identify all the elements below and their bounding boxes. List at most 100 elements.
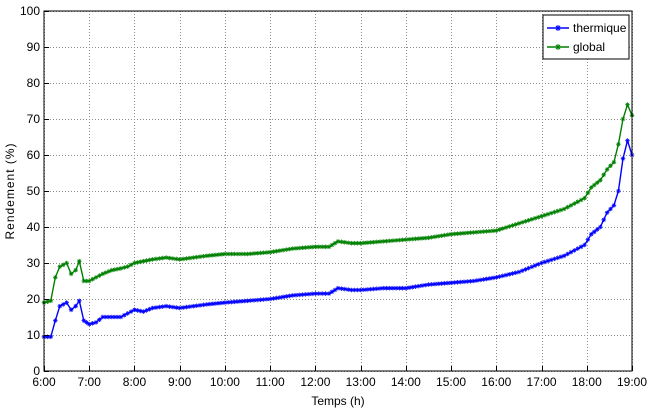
data-point xyxy=(410,284,415,290)
data-point xyxy=(219,300,225,306)
data-point xyxy=(445,280,451,286)
data-point xyxy=(432,281,438,287)
data-point xyxy=(358,287,363,293)
data-point xyxy=(229,251,234,257)
data-point xyxy=(585,237,591,242)
data-point xyxy=(150,305,155,311)
data-point xyxy=(160,255,166,261)
data-point xyxy=(608,163,613,169)
data-point xyxy=(625,138,630,143)
data-point xyxy=(177,257,182,262)
data-point xyxy=(471,278,476,284)
data-point xyxy=(167,255,172,261)
data-point xyxy=(506,272,512,277)
data-point xyxy=(264,250,270,255)
data-point xyxy=(513,270,518,276)
data-point xyxy=(280,247,286,253)
data-point xyxy=(393,238,399,243)
data-point xyxy=(290,293,296,298)
data-point xyxy=(490,228,496,234)
data-point xyxy=(575,199,581,205)
data-point xyxy=(167,304,172,309)
data-point xyxy=(572,201,577,206)
data-point xyxy=(397,285,402,291)
data-point xyxy=(184,256,189,261)
data-point xyxy=(296,245,302,251)
data-point xyxy=(106,269,112,274)
data-point xyxy=(242,298,247,304)
data-point xyxy=(361,287,367,293)
data-point xyxy=(103,314,109,320)
data-point xyxy=(274,248,279,254)
data-point xyxy=(84,278,89,284)
data-point xyxy=(121,312,127,318)
data-point xyxy=(364,240,370,245)
data-point xyxy=(474,278,480,283)
data-point xyxy=(97,273,102,278)
data-point xyxy=(153,256,159,262)
data-point xyxy=(245,298,250,304)
series-global xyxy=(41,102,635,305)
data-point xyxy=(400,285,405,291)
data-point xyxy=(201,302,206,308)
data-point xyxy=(345,287,351,292)
data-point xyxy=(121,265,127,270)
data-point xyxy=(293,246,299,251)
data-point xyxy=(103,270,109,275)
legend-box xyxy=(542,14,630,60)
data-point xyxy=(477,277,483,283)
data-point xyxy=(125,311,130,316)
data-point xyxy=(144,308,149,313)
data-point xyxy=(481,277,486,282)
x-tick-label: 14:00 xyxy=(391,375,421,389)
data-point xyxy=(335,285,341,291)
data-point xyxy=(326,244,332,250)
data-point xyxy=(187,255,193,261)
data-point xyxy=(316,291,322,296)
data-point xyxy=(416,283,422,289)
data-point xyxy=(358,240,363,246)
data-point xyxy=(536,261,541,267)
data-point xyxy=(222,251,228,257)
data-point xyxy=(442,232,447,238)
data-point xyxy=(115,314,121,320)
data-point xyxy=(552,256,557,262)
data-point xyxy=(468,278,473,284)
y-tick-label: 60 xyxy=(27,148,41,162)
data-point xyxy=(464,279,470,284)
data-point xyxy=(578,197,584,203)
data-point xyxy=(187,304,193,309)
data-point xyxy=(410,236,415,242)
data-point xyxy=(329,289,335,295)
data-point xyxy=(48,298,54,304)
data-point xyxy=(523,267,528,272)
data-point xyxy=(371,239,376,245)
data-point xyxy=(374,239,380,245)
data-point xyxy=(532,263,538,268)
data-point xyxy=(432,234,438,240)
data-point xyxy=(219,252,225,257)
data-point xyxy=(207,301,213,307)
data-point xyxy=(194,303,199,309)
data-point xyxy=(487,228,493,234)
data-point xyxy=(588,185,594,190)
data-point xyxy=(426,282,431,287)
data-point xyxy=(138,259,143,265)
legend-entry-global: global xyxy=(547,40,605,54)
data-point xyxy=(287,246,292,252)
y-tick-label: 90 xyxy=(27,40,41,54)
data-point xyxy=(582,195,587,201)
data-point xyxy=(474,229,480,235)
data-point xyxy=(225,300,231,305)
data-point xyxy=(523,219,528,224)
data-point xyxy=(361,240,367,246)
data-point xyxy=(510,223,515,228)
data-point xyxy=(115,266,121,272)
data-point xyxy=(464,230,470,236)
data-point xyxy=(303,245,308,250)
data-point xyxy=(118,266,124,271)
x-tick-label: 13:00 xyxy=(346,375,376,389)
data-point xyxy=(448,231,454,237)
data-point xyxy=(261,250,266,256)
x-tick-label: 15:00 xyxy=(436,375,466,389)
